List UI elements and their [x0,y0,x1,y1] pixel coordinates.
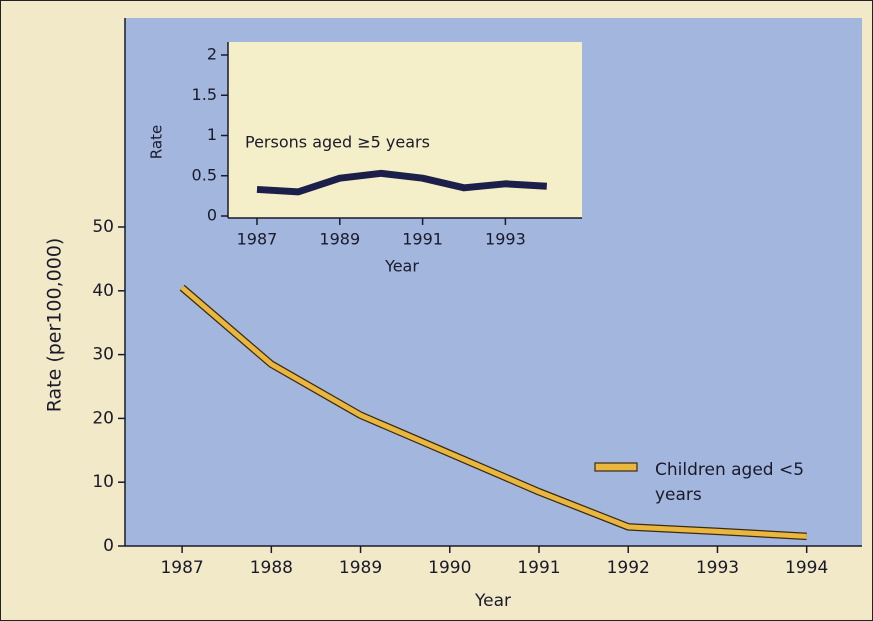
annotation: Persons aged ≥5 years [245,133,430,152]
y-tick-label: 0.5 [192,165,217,184]
inset-x-axis-label: Year [384,257,419,276]
y-tick-label: 1.5 [192,85,217,104]
x-tick-label: 1989 [319,230,360,249]
y-tick-label: 40 [92,281,114,301]
inset-y-axis-label: Rate [148,125,166,159]
y-tick-label: 20 [92,408,114,428]
x-tick-label: 1987 [160,558,203,578]
x-tick-label: 1987 [237,230,278,249]
y-tick-label: 50 [92,217,114,237]
y-tick-label: 0 [207,206,217,225]
series-line [180,285,807,539]
x-tick-label: 1991 [402,230,443,249]
x-tick-label: 1992 [607,558,650,578]
y-tick-label: 2 [207,45,217,64]
legend-swatch [594,462,638,472]
x-tick-label: 1989 [339,558,382,578]
legend-label: Children aged <5 years [655,460,805,505]
y-tick-label: 30 [92,345,114,365]
x-tick-label: 1991 [517,558,560,578]
y-axis-label: Rate (per100,000) [44,238,66,413]
x-tick-label: 1993 [485,230,526,249]
y-tick-label: 10 [92,472,114,492]
x-tick-label: 1990 [428,558,471,578]
x-tick-label: 1994 [785,558,828,578]
x-tick-label: 1988 [250,558,293,578]
x-axis-label: Year [474,591,511,611]
x-tick-label: 1993 [696,558,739,578]
y-tick-label: 1 [207,125,217,144]
y-tick-label: 0 [103,536,114,556]
series-line [256,169,548,196]
